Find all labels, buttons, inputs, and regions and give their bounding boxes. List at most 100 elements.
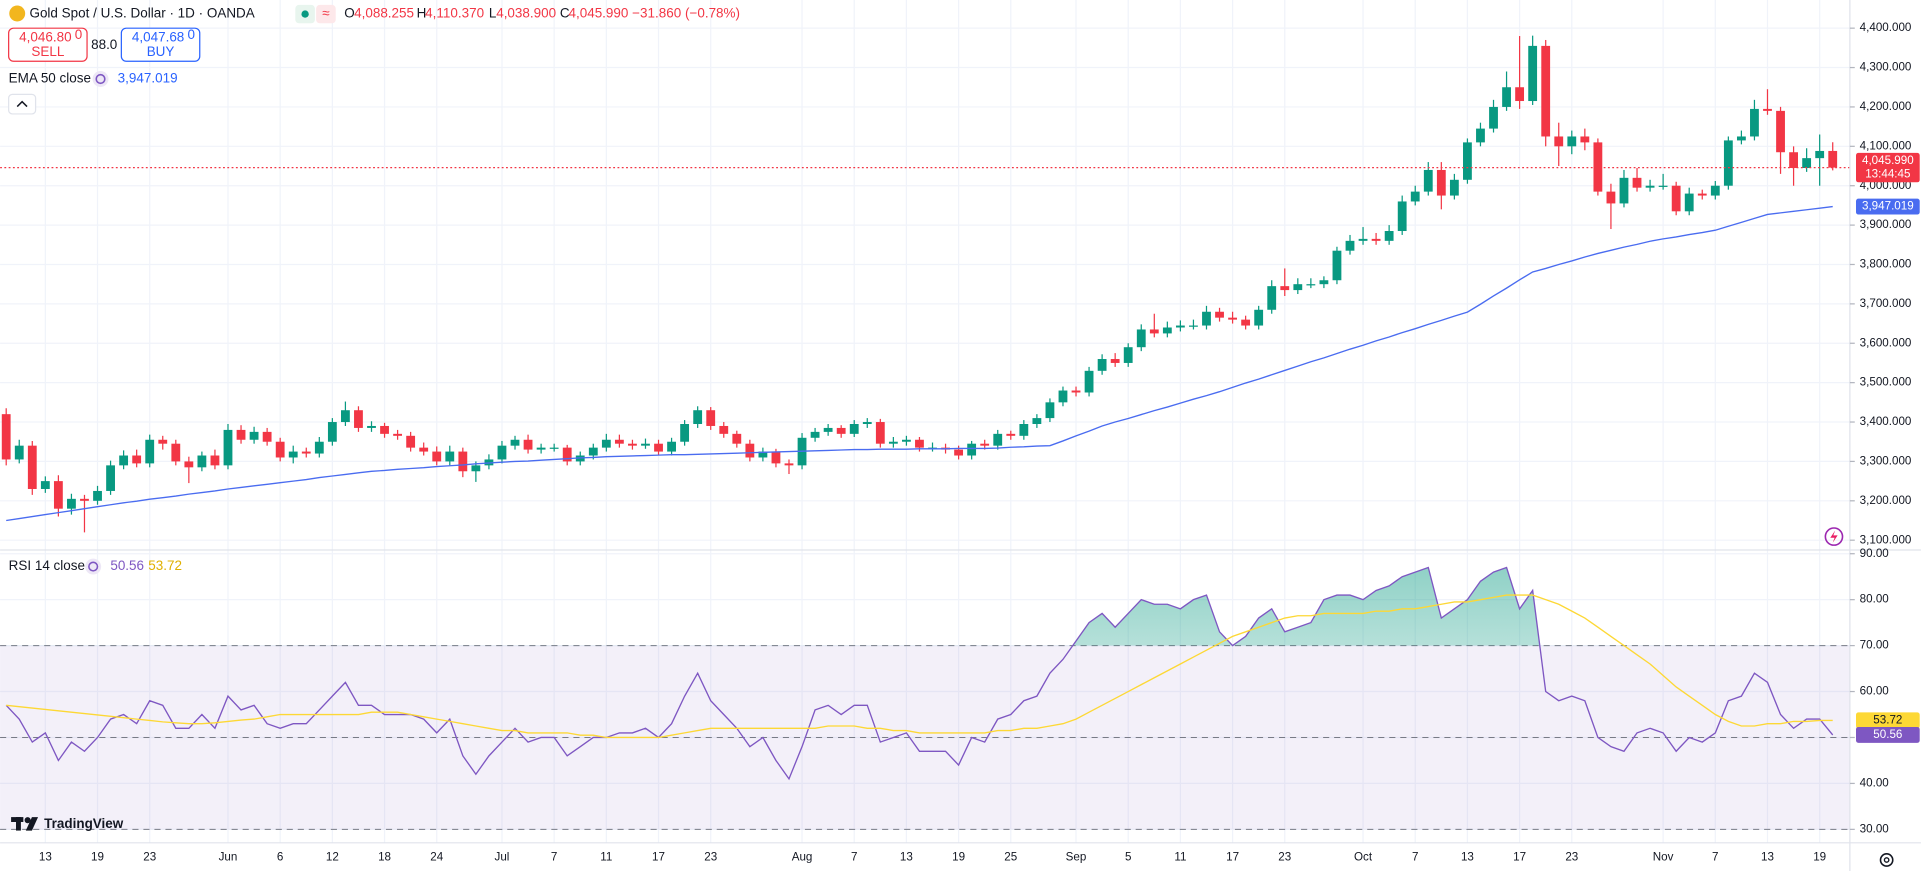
axis-value-label: 50.56 xyxy=(1873,728,1902,741)
y-tick-label: 4,400.000 xyxy=(1860,21,1912,34)
alert-icon[interactable] xyxy=(1824,527,1844,546)
collapse-button[interactable] xyxy=(8,93,37,115)
x-tick-label: 19 xyxy=(1813,851,1826,864)
settings-icon[interactable] xyxy=(1879,853,1894,867)
x-tick-label: 17 xyxy=(1226,851,1239,864)
candle-body xyxy=(1123,347,1133,363)
candle-body xyxy=(706,410,716,426)
candle-body xyxy=(1241,319,1251,326)
candle-body xyxy=(67,498,76,509)
rsi-band xyxy=(0,645,1850,830)
candle-body xyxy=(1828,150,1838,168)
candle-body xyxy=(1593,142,1603,192)
x-tick-label: 17 xyxy=(1513,851,1526,864)
candle-body xyxy=(27,445,37,489)
candle-body xyxy=(1489,106,1498,129)
candle-body xyxy=(288,451,298,458)
x-tick-label: 13 xyxy=(39,851,52,864)
indicator-line xyxy=(5,566,1834,781)
candle-body xyxy=(680,424,690,442)
alert-ring[interactable] xyxy=(1824,527,1844,546)
ema-legend-name[interactable]: EMA 50 close xyxy=(9,71,91,86)
candle-body xyxy=(406,435,416,448)
candle-body xyxy=(1280,286,1290,291)
candle-body xyxy=(1384,231,1394,241)
candle-body xyxy=(210,455,220,466)
y-tick-label: 4,300.000 xyxy=(1860,61,1912,74)
candle-body xyxy=(667,441,676,452)
buy-box[interactable] xyxy=(120,27,201,62)
candle-body xyxy=(1554,136,1564,147)
symbol-icon xyxy=(9,5,26,22)
rsi-legend-icon[interactable] xyxy=(85,558,102,575)
candle-body xyxy=(1358,238,1368,241)
candle-body xyxy=(301,451,311,454)
candle-body xyxy=(393,433,403,436)
candle-body xyxy=(471,465,481,472)
x-tick-label: 6 xyxy=(277,851,283,864)
y-tick-label: 3,100.000 xyxy=(1860,533,1912,546)
candle-body xyxy=(1671,185,1681,212)
candle-body xyxy=(823,427,833,432)
rsi-legend-name[interactable]: RSI 14 close xyxy=(9,558,85,573)
axis-value-label: 3,947.019 xyxy=(1862,200,1914,213)
candle-body xyxy=(419,447,429,452)
candle-body xyxy=(1202,311,1211,326)
candle-body xyxy=(93,490,102,501)
collapse-caret xyxy=(16,100,28,108)
buy-button[interactable]: 4,047.68 0 BUY xyxy=(120,27,201,62)
sell-box[interactable] xyxy=(8,27,88,62)
y-tick-label: 3,200.000 xyxy=(1860,494,1912,507)
candle-body xyxy=(1254,309,1264,326)
candle-body xyxy=(1006,433,1016,436)
candle-body xyxy=(1619,177,1629,204)
candle-body xyxy=(1371,238,1381,241)
candle-body xyxy=(862,422,872,425)
candle-body xyxy=(1789,152,1798,168)
y-tick-label: 90.00 xyxy=(1860,547,1890,560)
axis-value-box xyxy=(1856,198,1920,215)
x-tick-label: 24 xyxy=(430,851,443,864)
x-tick-label: 13 xyxy=(900,851,913,864)
x-tick-label: Nov xyxy=(1653,851,1674,864)
candle-body xyxy=(1410,191,1420,202)
rsi-legend-icon-ring xyxy=(88,561,99,572)
candle-body xyxy=(967,443,977,456)
overbought-fill xyxy=(6,567,1833,646)
buy-price: 4,047.68 xyxy=(132,30,184,45)
axis-value-box xyxy=(1856,726,1920,743)
x-tick-label: 7 xyxy=(1712,851,1718,864)
candle-body xyxy=(1736,136,1746,141)
candle-body xyxy=(236,429,246,440)
y-tick-label: 3,500.000 xyxy=(1860,376,1912,389)
candle-body xyxy=(445,451,455,462)
sell-button[interactable]: 4,046.80 0 SELL xyxy=(8,27,88,62)
x-tick-label: 23 xyxy=(704,851,717,864)
x-tick-label: 11 xyxy=(600,851,612,864)
candle-body xyxy=(784,463,794,466)
candle-body xyxy=(1449,179,1459,196)
axis-value-label: 53.72 xyxy=(1873,713,1902,726)
candle-body xyxy=(810,431,820,438)
high-value: 4,110.370 xyxy=(425,6,484,21)
candle-body xyxy=(954,449,964,456)
candle-body xyxy=(523,439,533,450)
ema-legend-icon[interactable] xyxy=(92,71,109,87)
settings-gear[interactable] xyxy=(1879,853,1894,867)
candle-body xyxy=(1058,390,1068,403)
data-badge[interactable] xyxy=(316,4,336,24)
candle-body xyxy=(902,439,911,442)
labels-layer: 3,100.000 3,200.000 3,300.000 3,400.000 3,50… xyxy=(39,21,1920,864)
candle-body xyxy=(158,439,168,444)
candle-body xyxy=(1071,390,1081,393)
sell-label: SELL xyxy=(31,44,64,59)
x-tick-label: Aug xyxy=(792,851,813,864)
candle-body xyxy=(1502,87,1511,107)
candle-body xyxy=(1162,327,1172,334)
grid-layer xyxy=(0,0,1850,843)
settings-hub xyxy=(1883,857,1890,863)
sell-price: 4,046.80 xyxy=(19,30,71,45)
candle-body xyxy=(1136,329,1146,348)
symbol-title[interactable]: Gold Spot / U.S. Dollar · 1D · OANDA xyxy=(29,6,254,21)
candle-body xyxy=(510,439,520,446)
